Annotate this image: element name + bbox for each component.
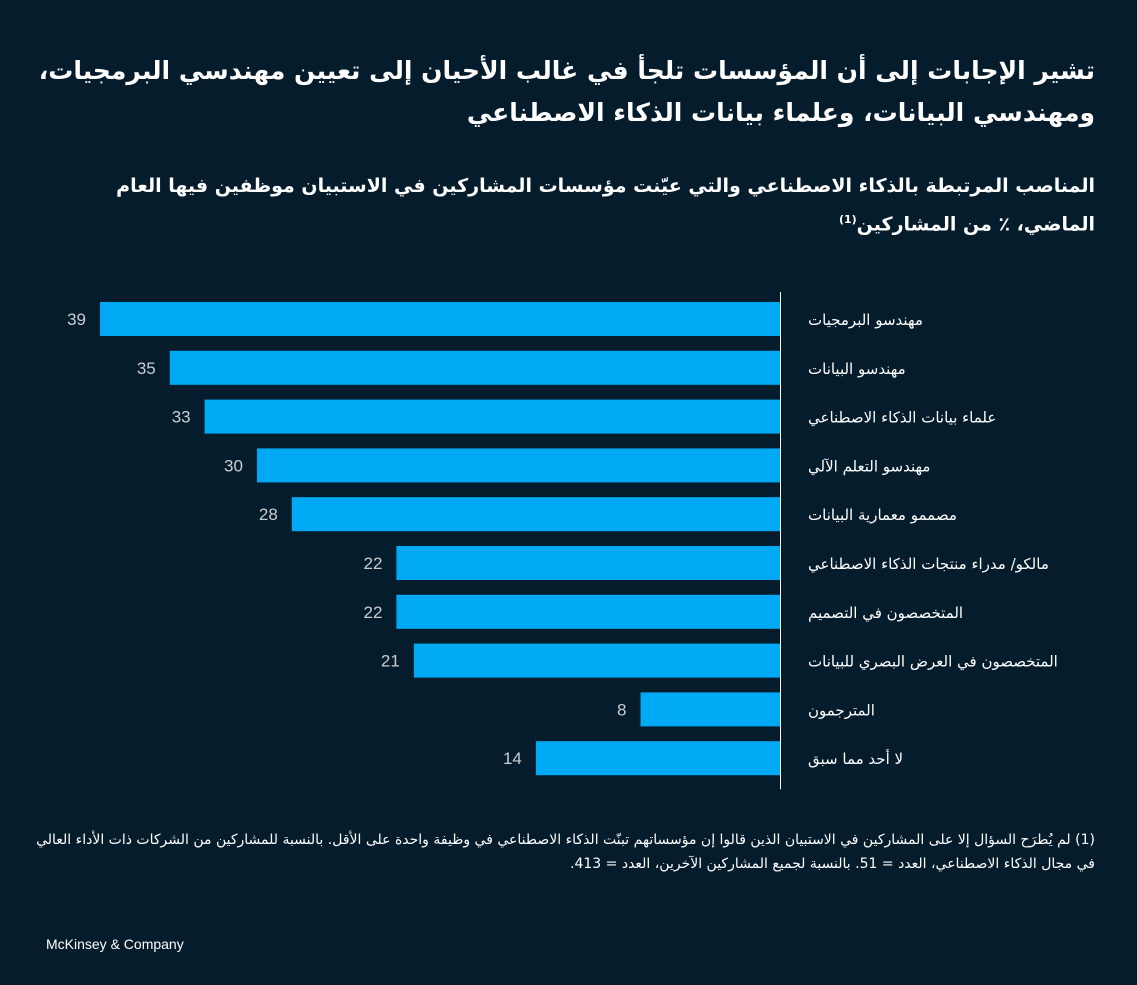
bar-10 [535,741,780,776]
chart-title: تشير الإجابات إلى أن المؤسسات تلجأ في غا… [38,56,1095,127]
category-label-5: مصممو معمارية البيانات [808,506,957,524]
bar-6 [396,546,780,580]
bar-value-label-1: 39 [67,310,86,329]
bar-3 [204,399,781,434]
bar-5 [291,497,780,532]
category-label-9: المترجمون [808,701,875,719]
bar-8 [413,643,780,678]
category-label-7: المتخصصون في التصميم [808,604,963,623]
bar-chart: 39 مهندسو البرمجيات 35 مهندسو البيانات 33 علم… [67,292,1058,790]
bar-value-label-7: 22 [363,603,382,622]
bar-2 [169,350,780,385]
category-label-4: مهندسو التعلم الآلي [808,457,930,476]
bar-4 [256,448,780,483]
category-label-6: مالكو/ مدراء منتجات الذكاء الاصطناعي [808,555,1049,574]
bar-value-label-6: 22 [363,554,382,573]
bar-value-label-4: 30 [224,456,243,475]
category-label-3: علماء بيانات الذكاء الاصطناعي [808,409,996,428]
bar-value-label-9: 8 [617,700,626,719]
bar-value-label-2: 35 [137,359,156,378]
category-label-8: المتخصصون في العرض البصري للبيانات [808,653,1058,672]
bar-value-label-3: 33 [172,408,191,427]
bar-value-label-5: 28 [259,505,278,524]
chart-subtitle: المناصب المرتبطة بالذكاء الاصطناعي والتي… [35,170,1095,241]
bar-value-label-8: 21 [381,652,400,671]
category-label-2: مهندسو البيانات [808,360,906,378]
brand-logo-text: McKinsey & Company [46,936,184,952]
category-label-1: مهندسو البرمجيات [808,311,923,329]
subtitle-footnote-marker: (1) [838,213,857,226]
bar-9 [640,692,780,727]
category-label-10: لا أحد مما سبق [808,749,903,768]
footnote: (1) لم يُطرَح السؤال إلا على المشاركين ف… [36,832,1095,872]
subtitle-text: المناصب المرتبطة بالذكاء الاصطناعي والتي… [116,175,1095,236]
bar-1 [100,302,780,336]
bar-7 [396,594,780,629]
bar-value-label-10: 14 [503,749,522,768]
